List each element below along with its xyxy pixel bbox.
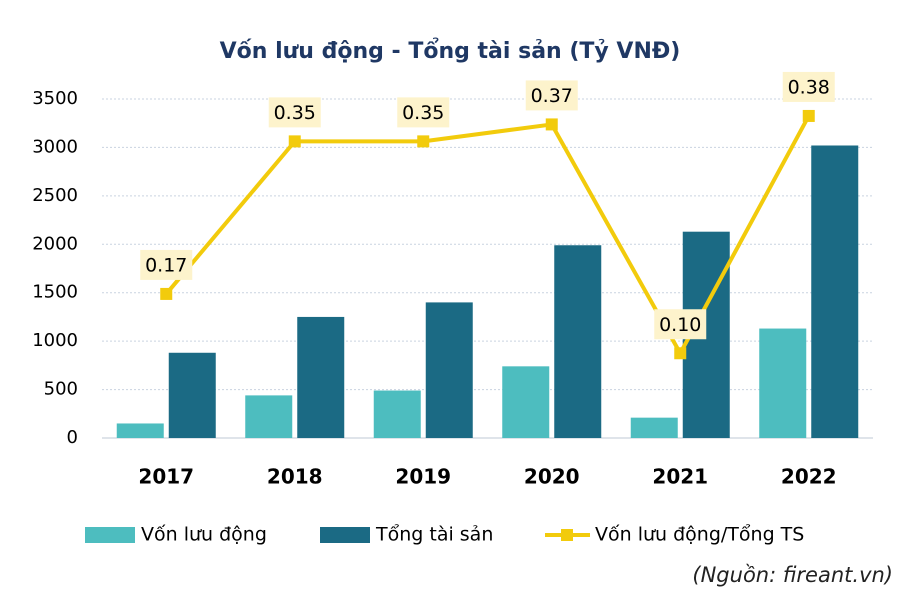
data-label-box — [782, 71, 835, 102]
x-tick-label: 2019 — [395, 465, 451, 489]
y-tick-label: 1000 — [32, 330, 78, 351]
y-tick-label: 1500 — [32, 282, 78, 303]
y-tick-label: 3000 — [32, 136, 78, 157]
bar — [373, 390, 421, 438]
y-tick-label: 2000 — [32, 233, 78, 254]
y-tick-label: 3500 — [32, 88, 78, 109]
data-label-box — [268, 97, 321, 128]
legend-swatch — [320, 527, 370, 543]
bar — [168, 352, 216, 438]
line-marker — [674, 347, 687, 360]
bar — [630, 417, 678, 438]
bar — [245, 395, 293, 438]
x-tick-label: 2018 — [267, 465, 323, 489]
data-label-box — [140, 249, 193, 280]
data-label-box — [397, 97, 450, 128]
line-marker — [417, 135, 430, 148]
line-marker — [545, 118, 558, 131]
line-marker — [160, 287, 173, 300]
legend-label: Vốn lưu động/Tổng TS — [595, 524, 804, 546]
data-label: 0.35 — [402, 102, 444, 124]
line-marker — [288, 135, 301, 148]
data-label: 0.10 — [659, 314, 701, 336]
data-label-box — [654, 309, 707, 340]
bar — [502, 366, 550, 438]
data-label: 0.17 — [145, 254, 187, 276]
legend-label: Vốn lưu động — [141, 524, 267, 546]
bar — [425, 302, 473, 438]
bar — [297, 316, 345, 438]
legend-label: Tổng tài sản — [375, 524, 493, 546]
bar — [116, 423, 164, 438]
y-tick-label: 500 — [44, 379, 78, 400]
x-tick-label: 2022 — [781, 465, 837, 489]
data-label: 0.38 — [788, 76, 830, 98]
y-tick-label: 0 — [67, 427, 78, 448]
data-label: 0.37 — [531, 85, 573, 107]
data-label-box — [525, 80, 578, 111]
bar — [554, 245, 602, 438]
bar — [811, 145, 859, 438]
line-marker — [802, 109, 815, 122]
y-tick-label: 2500 — [32, 185, 78, 206]
x-tick-label: 2020 — [524, 465, 580, 489]
x-tick-label: 2017 — [138, 465, 194, 489]
data-label: 0.35 — [274, 102, 316, 124]
legend-swatch — [85, 527, 135, 543]
legend-marker — [561, 529, 573, 541]
chart-title: Vốn lưu động - Tổng tài sản (Tỷ VNĐ) — [220, 38, 681, 64]
x-tick-label: 2021 — [652, 465, 708, 489]
source-note: (Nguồn: fireant.vn) — [692, 563, 893, 587]
bar — [759, 328, 807, 438]
